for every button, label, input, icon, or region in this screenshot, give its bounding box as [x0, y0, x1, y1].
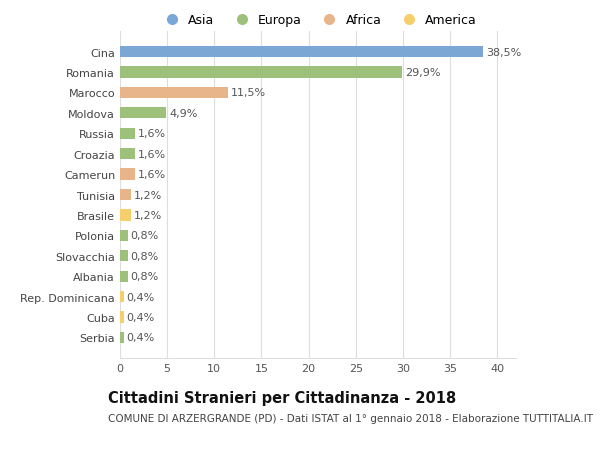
- Text: 0,4%: 0,4%: [127, 333, 155, 342]
- Text: 1,2%: 1,2%: [134, 210, 163, 220]
- Bar: [120, 332, 124, 343]
- Text: Cittadini Stranieri per Cittadinanza - 2018: Cittadini Stranieri per Cittadinanza - 2…: [108, 390, 456, 405]
- Bar: [120, 129, 135, 140]
- Text: 0,8%: 0,8%: [130, 272, 158, 281]
- Bar: [120, 47, 483, 58]
- Bar: [120, 108, 166, 119]
- Text: 0,8%: 0,8%: [130, 231, 158, 241]
- Bar: [120, 67, 402, 78]
- Text: 29,9%: 29,9%: [405, 68, 440, 78]
- Legend: Asia, Europa, Africa, America: Asia, Europa, Africa, America: [154, 9, 482, 32]
- Text: 11,5%: 11,5%: [231, 88, 266, 98]
- Text: 1,6%: 1,6%: [138, 170, 166, 180]
- Bar: [120, 88, 229, 99]
- Bar: [120, 169, 135, 180]
- Text: 0,4%: 0,4%: [127, 292, 155, 302]
- Bar: [120, 149, 135, 160]
- Text: 38,5%: 38,5%: [486, 48, 521, 57]
- Text: 0,8%: 0,8%: [130, 251, 158, 261]
- Text: COMUNE DI ARZERGRANDE (PD) - Dati ISTAT al 1° gennaio 2018 - Elaborazione TUTTIT: COMUNE DI ARZERGRANDE (PD) - Dati ISTAT …: [108, 413, 593, 423]
- Text: 1,2%: 1,2%: [134, 190, 163, 200]
- Bar: [120, 271, 128, 282]
- Bar: [120, 312, 124, 323]
- Text: 1,6%: 1,6%: [138, 129, 166, 139]
- Bar: [120, 291, 124, 302]
- Text: 1,6%: 1,6%: [138, 149, 166, 159]
- Text: 0,4%: 0,4%: [127, 312, 155, 322]
- Bar: [120, 190, 131, 201]
- Bar: [120, 230, 128, 241]
- Text: 4,9%: 4,9%: [169, 109, 197, 118]
- Bar: [120, 210, 131, 221]
- Bar: [120, 251, 128, 262]
